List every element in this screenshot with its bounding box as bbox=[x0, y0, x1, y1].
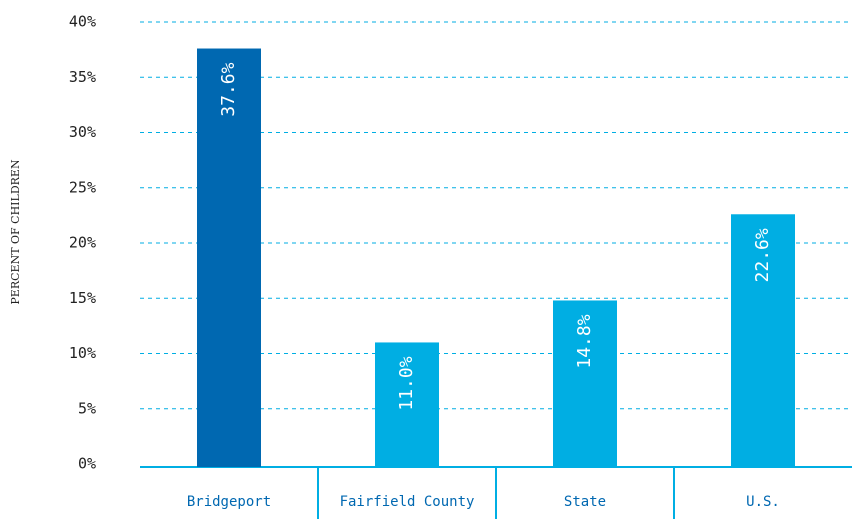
y-tick-label: 35% bbox=[69, 68, 96, 86]
value-label: 37.6% bbox=[218, 62, 239, 116]
bar bbox=[375, 342, 439, 467]
y-tick-label: 0% bbox=[78, 455, 96, 473]
x-tick-label: Bridgeport bbox=[187, 494, 271, 510]
bar bbox=[197, 48, 261, 468]
y-tick-label: 30% bbox=[69, 123, 96, 141]
y-axis-label: PERCENT OF CHILDREN bbox=[9, 159, 22, 305]
x-tick-label: U.S. bbox=[746, 494, 780, 510]
y-tick-label: 20% bbox=[69, 234, 96, 252]
y-tick-label: 25% bbox=[69, 178, 96, 196]
y-tick-label: 40% bbox=[69, 13, 96, 31]
value-label: 22.6% bbox=[752, 228, 773, 282]
bar bbox=[731, 214, 795, 467]
x-tick-label: Fairfield County bbox=[340, 494, 475, 510]
y-tick-label: 15% bbox=[69, 289, 96, 307]
y-tick-label: 5% bbox=[78, 399, 96, 417]
value-label: 11.0% bbox=[396, 356, 417, 410]
bar bbox=[553, 300, 617, 467]
y-tick-label: 10% bbox=[69, 344, 96, 362]
value-label: 14.8% bbox=[574, 314, 595, 368]
x-tick-label: State bbox=[564, 494, 606, 510]
